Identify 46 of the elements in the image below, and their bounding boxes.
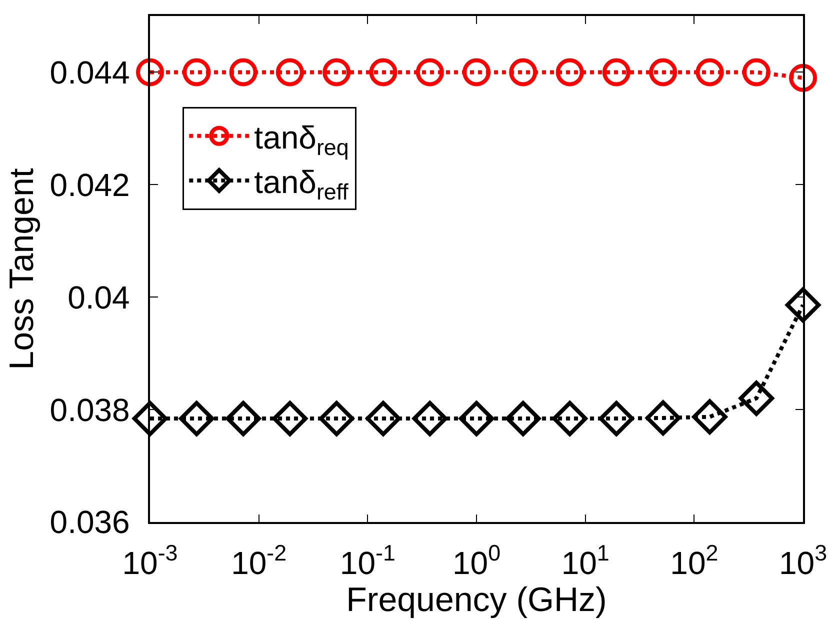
- point: [229, 58, 258, 86]
- point: [458, 400, 494, 436]
- x-axis-title: Frequency (GHz): [346, 581, 607, 620]
- point: [416, 58, 444, 86]
- point: [509, 58, 538, 86]
- x-tick-label: 10$^{-1}$: [340, 540, 396, 582]
- point: [322, 58, 351, 86]
- x-tick-label: 10$^{1}$: [561, 540, 610, 582]
- x-tick-label: 10$^{2}$: [670, 540, 718, 582]
- y-tick-label: 0.042: [50, 166, 130, 203]
- point: [556, 58, 584, 86]
- point: [276, 58, 304, 86]
- y-tick-label: 0.038: [50, 392, 130, 428]
- x-tick-label: 10$^{-2}$: [231, 540, 287, 582]
- x-tick-label: 10$^{0}$: [452, 540, 501, 582]
- point: [132, 400, 168, 436]
- point: [182, 58, 211, 86]
- point: [318, 400, 354, 436]
- point: [412, 400, 448, 436]
- point: [369, 58, 398, 86]
- point: [738, 380, 774, 416]
- point: [179, 400, 214, 436]
- point: [742, 58, 770, 86]
- point: [789, 64, 817, 92]
- y-tick-label: 0.044: [50, 54, 130, 90]
- point: [462, 58, 490, 86]
- point: [136, 58, 164, 86]
- legend-label: tanδ$_{req}$: [254, 119, 349, 160]
- y-tick-label: 0.04: [68, 279, 130, 316]
- point: [226, 400, 261, 436]
- point: [785, 287, 821, 323]
- point: [506, 400, 541, 436]
- point: [645, 400, 681, 436]
- x-tick-label: 10$^{-3}$: [122, 540, 178, 582]
- point: [272, 400, 308, 436]
- y-axis-title: Loss Tangent: [2, 168, 41, 370]
- point: [696, 58, 724, 86]
- y-tick-label: 0.036: [50, 504, 130, 540]
- point: [552, 400, 588, 436]
- x-tick-label: 10$^{3}$: [778, 540, 828, 582]
- point: [598, 400, 634, 436]
- point: [692, 399, 728, 434]
- point: [649, 58, 678, 86]
- point: [366, 400, 401, 436]
- legend-label: tanδ$_{reff}$: [254, 164, 350, 205]
- point: [602, 58, 630, 86]
